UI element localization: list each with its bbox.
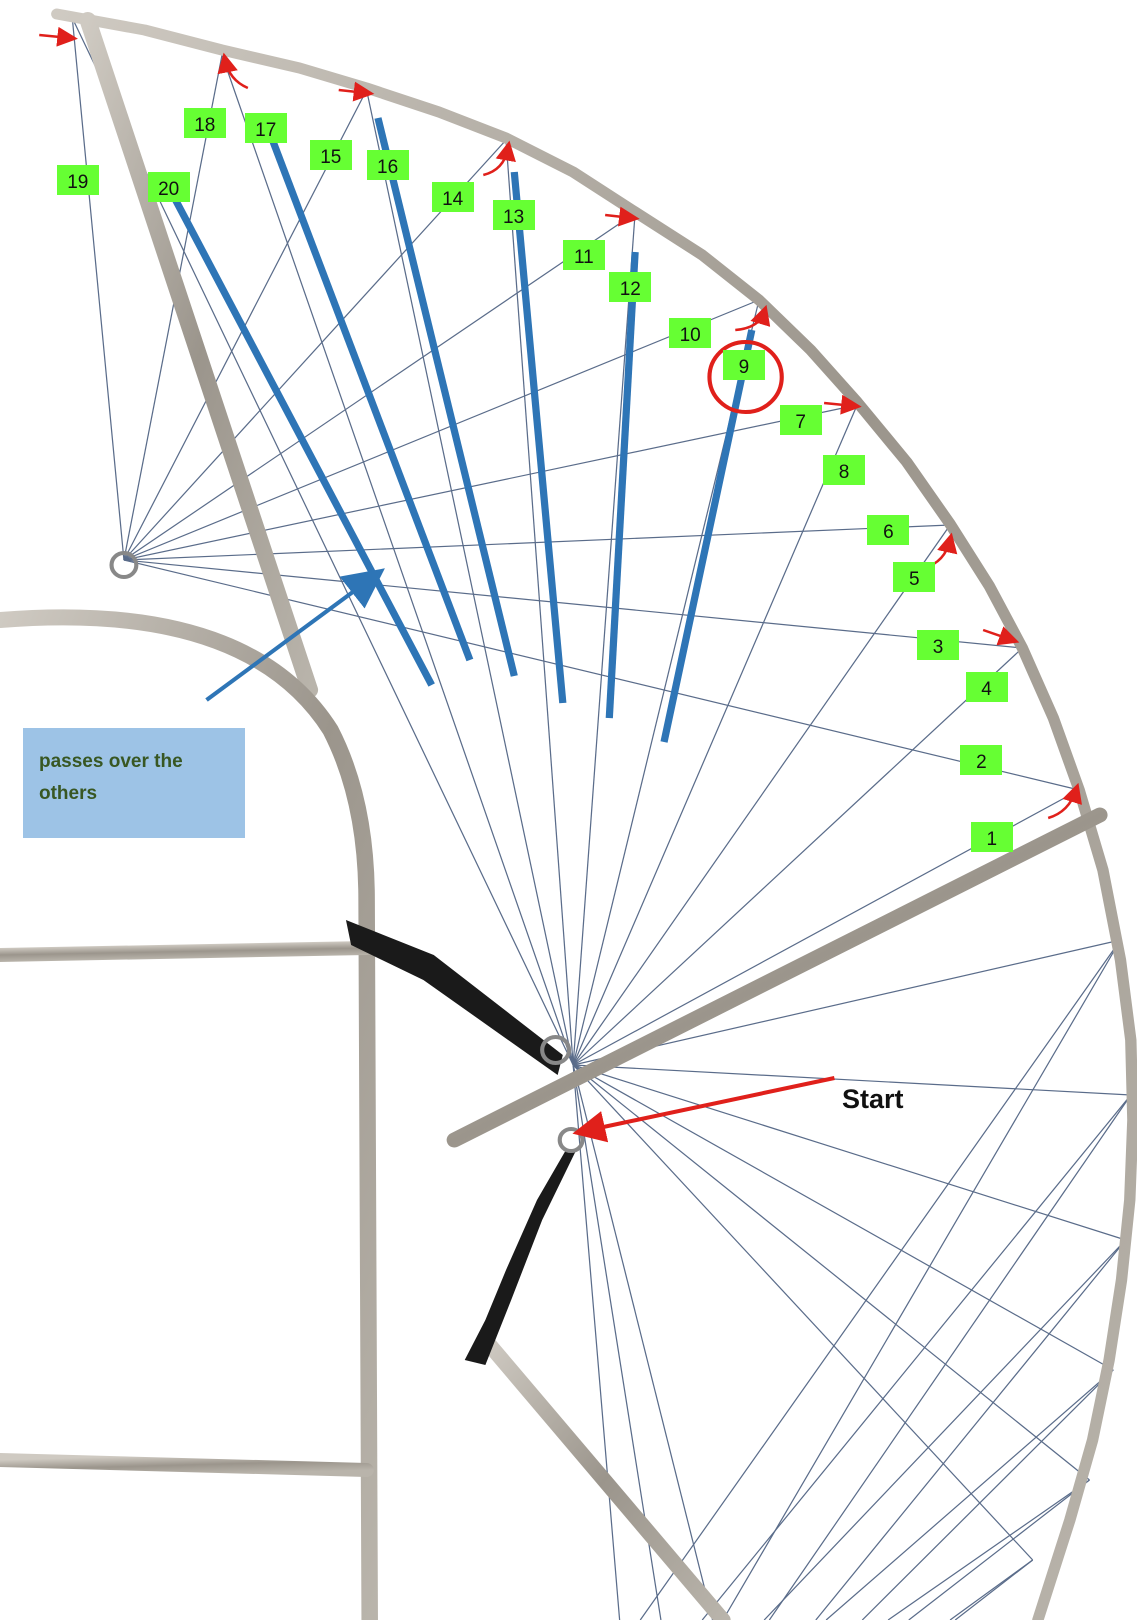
step-label: 10 [669, 318, 711, 348]
step-label: 14 [432, 182, 474, 212]
callout-box: passes over the others [23, 728, 245, 838]
step-label: 16 [367, 150, 409, 180]
step-label: 11 [563, 240, 605, 270]
step-label: 15 [310, 140, 352, 170]
step-label: 4 [966, 672, 1008, 702]
step-label: 5 [893, 562, 935, 592]
step-label: 1 [971, 822, 1013, 852]
step-label: 9 [723, 350, 765, 380]
step-label: 8 [823, 455, 865, 485]
step-label: 13 [493, 200, 535, 230]
page: 1234567891011121314151617181920 passes o… [0, 0, 1137, 1620]
step-label: 7 [780, 405, 822, 435]
step-label: 6 [867, 515, 909, 545]
step-label: 3 [917, 630, 959, 660]
step-label: 17 [245, 113, 287, 143]
start-label: Start [842, 1084, 904, 1115]
step-label: 20 [148, 172, 190, 202]
step-label: 18 [184, 108, 226, 138]
step-label: 12 [609, 272, 651, 302]
direction-arrows [39, 35, 1076, 818]
step-label: 2 [960, 745, 1002, 775]
step-label: 19 [57, 165, 99, 195]
